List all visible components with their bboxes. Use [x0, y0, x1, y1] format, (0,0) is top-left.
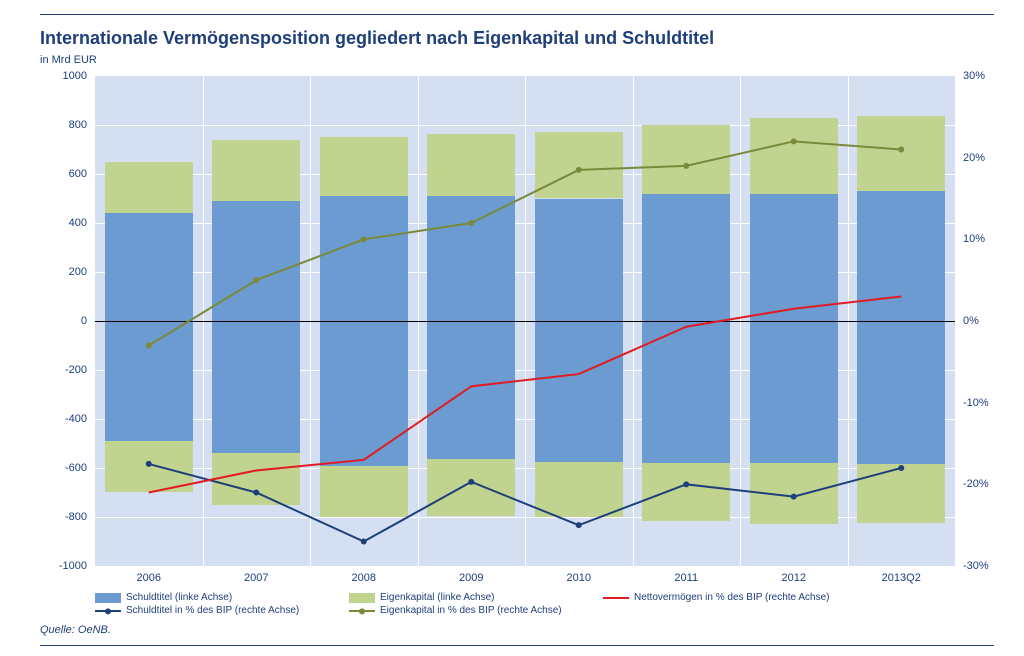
line-schuldtitel-pct-marker [146, 461, 152, 467]
left-tick-label: 1000 [47, 70, 87, 82]
x-tick-label: 2011 [674, 572, 698, 584]
right-tick-label: -20% [963, 478, 1003, 490]
top-rule [40, 14, 994, 15]
left-tick-label: -200 [47, 364, 87, 376]
line-eigenkapital-pct-marker [576, 167, 582, 173]
chart-title: Internationale Vermögensposition geglied… [40, 28, 714, 49]
bottom-rule [40, 645, 994, 646]
right-tick-label: -10% [963, 397, 1003, 409]
line-schuldtitel-pct-marker [683, 481, 689, 487]
legend-label: Schuldtitel (linke Achse) [126, 592, 232, 603]
legend-dot [105, 608, 111, 614]
legend-item: Eigenkapital in % des BIP (rechte Achse) [349, 605, 649, 616]
line-eigenkapital-pct [149, 141, 902, 345]
left-axis-title: in Mrd EUR [40, 54, 97, 66]
line-eigenkapital-pct-marker [361, 236, 367, 242]
line-eigenkapital-pct-marker [253, 277, 259, 283]
right-tick-label: 0% [963, 315, 1003, 327]
x-tick-label: 2009 [459, 572, 483, 584]
x-tick-label: 2007 [244, 572, 268, 584]
x-tick-label: 2012 [782, 572, 806, 584]
x-tick-label: 2006 [137, 572, 161, 584]
line-schuldtitel-pct-marker [576, 522, 582, 528]
left-tick-label: 800 [47, 119, 87, 131]
left-tick-label: -1000 [47, 560, 87, 572]
left-tick-label: 400 [47, 217, 87, 229]
legend-item: Schuldtitel (linke Achse) [95, 592, 345, 603]
legend-swatch [349, 593, 375, 603]
line-schuldtitel-pct-marker [791, 494, 797, 500]
line-eigenkapital-pct-marker [468, 220, 474, 226]
legend-line [603, 597, 629, 599]
right-tick-label: 30% [963, 70, 1003, 82]
legend-dot [359, 608, 365, 614]
overlay-lines [95, 76, 955, 566]
line-eigenkapital-pct-marker [791, 138, 797, 144]
x-tick-label: 2010 [567, 572, 591, 584]
line-schuldtitel-pct-marker [468, 479, 474, 485]
legend-line [95, 610, 121, 612]
legend-line [349, 610, 375, 612]
left-tick-label: 200 [47, 266, 87, 278]
line-schuldtitel-pct [149, 464, 902, 542]
legend-swatch [95, 593, 121, 603]
x-tick-label: 2008 [352, 572, 376, 584]
line-eigenkapital-pct-marker [146, 343, 152, 349]
legend-row: Schuldtitel in % des BIP (rechte Achse) E… [95, 605, 975, 616]
left-tick-label: -400 [47, 413, 87, 425]
line-schuldtitel-pct-marker [361, 539, 367, 545]
legend-row: Schuldtitel (linke Achse) Eigenkapital (l… [95, 592, 975, 603]
right-tick-label: 10% [963, 233, 1003, 245]
left-tick-label: -600 [47, 462, 87, 474]
left-tick-label: 0 [47, 315, 87, 327]
line-schuldtitel-pct-marker [898, 465, 904, 471]
source-text: Quelle: OeNB. [40, 624, 111, 636]
line-eigenkapital-pct-marker [683, 163, 689, 169]
legend-label: Eigenkapital (linke Achse) [380, 592, 495, 603]
left-tick-label: -800 [47, 511, 87, 523]
right-tick-label: -30% [963, 560, 1003, 572]
chart-plot-area: -1000-800-600-400-20002004006008001000-3… [95, 76, 955, 566]
legend-item: Schuldtitel in % des BIP (rechte Achse) [95, 605, 345, 616]
left-tick-label: 600 [47, 168, 87, 180]
legend-item: Nettovermögen in % des BIP (rechte Achse… [603, 592, 963, 603]
legend-label: Nettovermögen in % des BIP (rechte Achse… [634, 592, 829, 603]
x-tick-label: 2013Q2 [882, 572, 921, 584]
legend-label: Eigenkapital in % des BIP (rechte Achse) [380, 605, 562, 616]
line-nettovermoegen-pct [149, 297, 902, 493]
right-tick-label: 20% [963, 152, 1003, 164]
legend-label: Schuldtitel in % des BIP (rechte Achse) [126, 605, 299, 616]
legend-item: Eigenkapital (linke Achse) [349, 592, 599, 603]
legend: Schuldtitel (linke Achse) Eigenkapital (l… [95, 592, 975, 618]
line-schuldtitel-pct-marker [253, 490, 259, 496]
line-eigenkapital-pct-marker [898, 147, 904, 153]
